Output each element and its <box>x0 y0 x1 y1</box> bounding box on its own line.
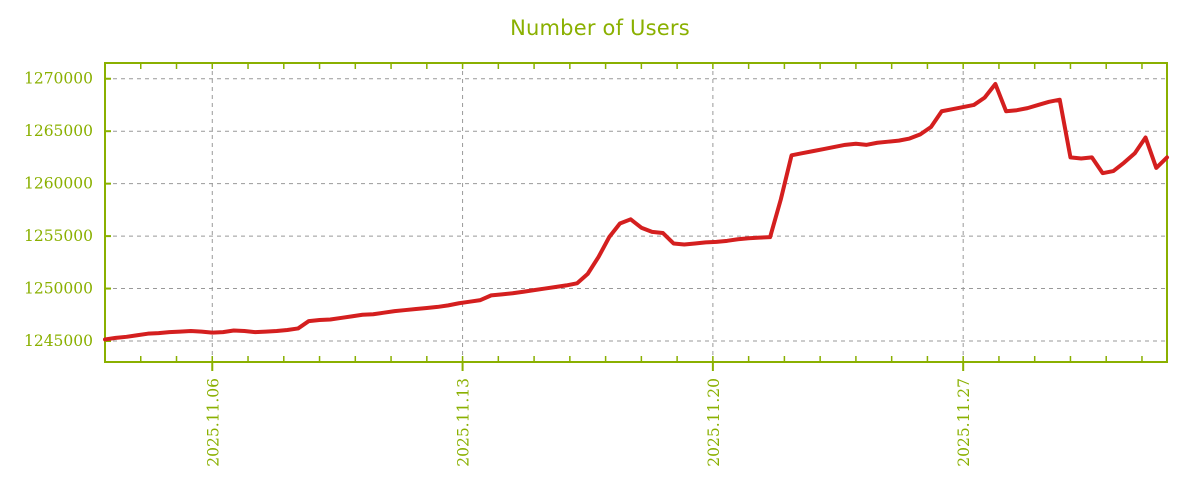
y-axis-tick-label: 1270000 <box>24 70 93 88</box>
y-axis-tick-label: 1245000 <box>24 332 93 350</box>
gridlines-vertical <box>211 63 964 362</box>
plot-border <box>104 62 1168 363</box>
x-axis-tick-label: 2025.11.06 <box>204 378 222 467</box>
chart-title: Number of Users <box>510 16 690 40</box>
y-axis-tick-label: 1255000 <box>24 227 93 245</box>
x-axis-tick-labels: 2025.11.06 2025.11.13 2025.11.20 2025.11.27 <box>204 378 973 467</box>
y-axis-tick-label: 1265000 <box>24 122 93 140</box>
y-axis-tick-label: 1260000 <box>24 175 93 193</box>
data-series-layer <box>103 81 1169 342</box>
y-axis-tick-labels: 1245000 1250000 1255000 1260000 1265000 12700… <box>24 70 93 350</box>
y-axis-tick-label: 1250000 <box>24 280 93 298</box>
x-axis-tick-label: 2025.11.13 <box>455 378 473 467</box>
series-line <box>103 81 1169 342</box>
x-axis-tick-label: 2025.11.20 <box>705 378 723 467</box>
plot-area-border <box>104 62 1168 363</box>
gridlines-horizontal <box>105 78 1167 342</box>
x-axis-ticks <box>104 63 1143 371</box>
y-axis-ticks <box>105 77 111 343</box>
x-axis-tick-label: 2025.11.27 <box>955 378 973 467</box>
